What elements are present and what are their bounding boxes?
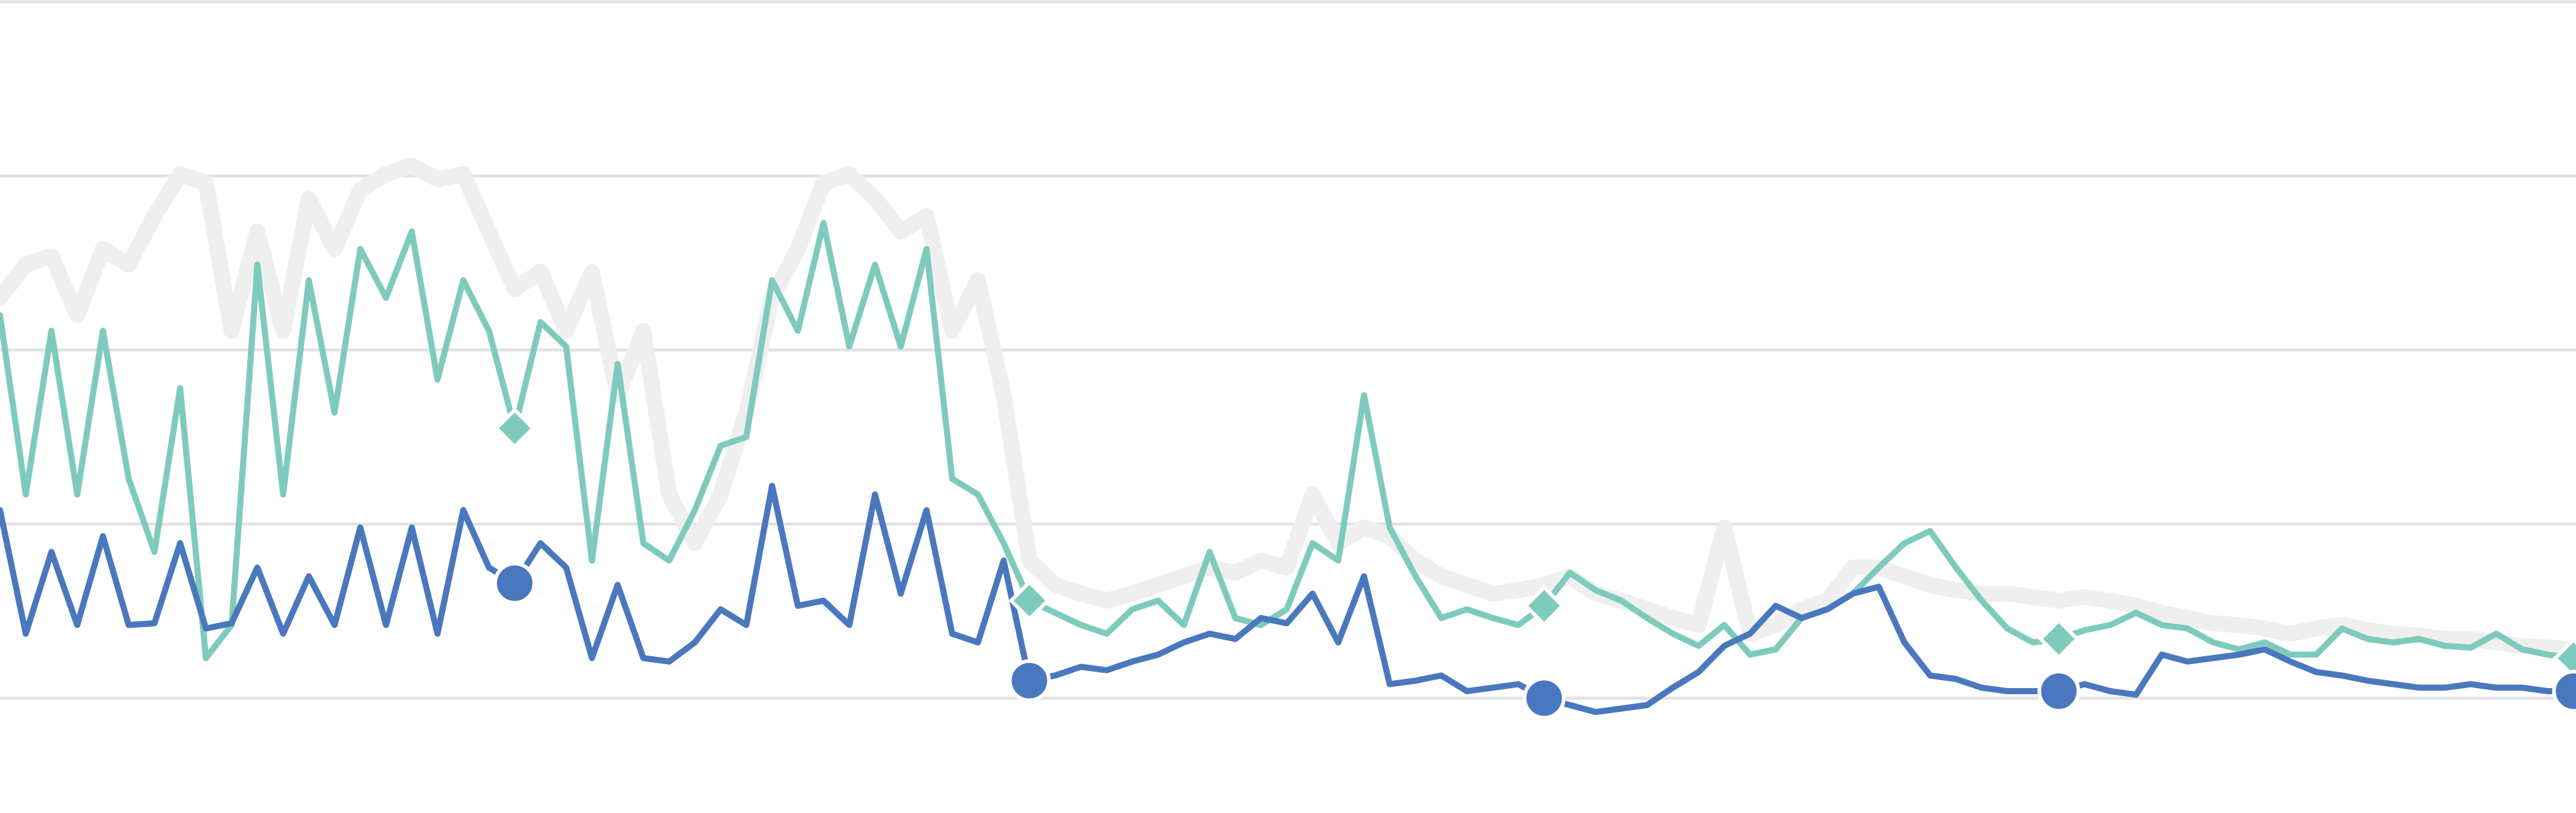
- point-marker: [2037, 669, 2080, 713]
- point-marker: [493, 407, 536, 449]
- point-marker: [1008, 579, 1051, 622]
- series-line: [0, 482, 2576, 716]
- point-marker: [2038, 618, 2080, 660]
- point-marker: [2552, 669, 2576, 713]
- series-line: [0, 157, 2576, 658]
- series-line: [0, 220, 2576, 661]
- point-marker: [493, 561, 537, 605]
- point-marker: [1008, 659, 1051, 702]
- point-marker: [1523, 585, 1565, 627]
- point-marker: [1522, 676, 1566, 720]
